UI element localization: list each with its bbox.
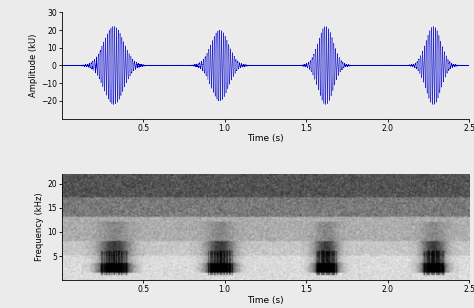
Y-axis label: Amplitude (kU): Amplitude (kU) [29, 34, 38, 97]
X-axis label: Time (s): Time (s) [247, 134, 284, 143]
Y-axis label: Frequency (kHz): Frequency (kHz) [36, 193, 45, 261]
X-axis label: Time (s): Time (s) [247, 296, 284, 305]
